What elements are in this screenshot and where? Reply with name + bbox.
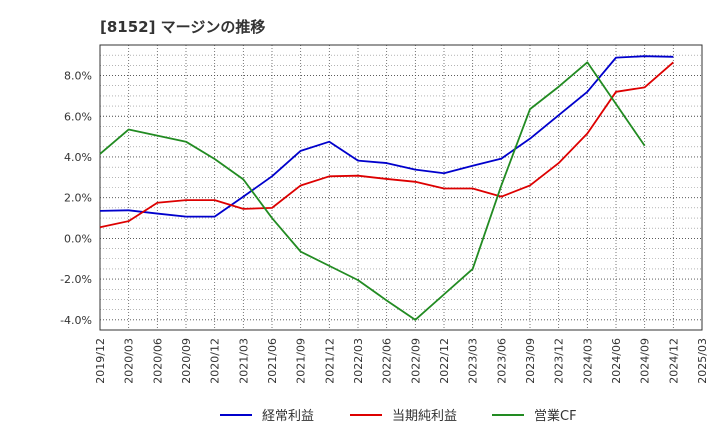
x-tick-label: 2021/09: [295, 338, 308, 384]
x-tick-label: 2023/12: [553, 338, 566, 384]
y-tick-label: 4.0%: [64, 151, 92, 164]
grid-layer: [99, 44, 703, 331]
chart-title: [8152] マージンの推移: [100, 18, 265, 36]
x-tick-label: 2021/03: [237, 338, 250, 384]
x-tick-label: 2024/09: [639, 338, 652, 384]
legend-label: 営業CF: [534, 408, 577, 424]
x-tick-label: 2021/06: [266, 338, 279, 384]
y-tick-label: 0.0%: [64, 232, 92, 245]
y-tick-label: 8.0%: [64, 70, 92, 83]
x-tick-label: 2024/12: [667, 338, 680, 384]
y-tick-label: -2.0%: [60, 273, 92, 286]
series-layer: [99, 55, 674, 321]
y-tick-label: -4.0%: [60, 314, 92, 327]
x-tick-label: 2020/06: [151, 338, 164, 384]
legend: 経常利益 当期純利益 営業CF: [220, 408, 577, 424]
x-tick-label: 2022/06: [381, 338, 394, 384]
x-tick-label: 2024/03: [581, 338, 594, 384]
x-tick-label: 2022/12: [438, 338, 451, 384]
x-tick-label: 2023/03: [467, 338, 480, 384]
plot-frame: [99, 44, 703, 331]
x-tick-label: 2022/03: [352, 338, 365, 384]
x-tick-label: 2022/09: [409, 338, 422, 384]
axis-layer: -4.0% -2.0% 0.0% 2.0% 4.0% 6.0% 8.0% 2019/12 202…: [60, 44, 709, 384]
legend-label: 経常利益: [262, 409, 314, 424]
x-tick-label: 2023/06: [495, 338, 508, 384]
x-tick-label: 2020/09: [180, 338, 193, 384]
x-tick-label: 2020/12: [209, 338, 222, 384]
x-tick-label: 2021/12: [323, 338, 336, 384]
x-tick-label: 2024/06: [610, 338, 623, 384]
series-line-経常利益: [99, 55, 674, 218]
x-tick-label: 2025/03: [696, 338, 709, 384]
x-tick-label: 2019/12: [94, 338, 107, 384]
series-line-当期純利益: [99, 61, 674, 229]
y-tick-label: 6.0%: [64, 110, 92, 123]
x-tick-label: 2023/09: [524, 338, 537, 384]
series-line-営業CF: [99, 61, 646, 321]
y-tick-label: 2.0%: [64, 192, 92, 205]
legend-label: 当期純利益: [392, 409, 457, 424]
x-tick-label: 2020/03: [123, 338, 136, 384]
